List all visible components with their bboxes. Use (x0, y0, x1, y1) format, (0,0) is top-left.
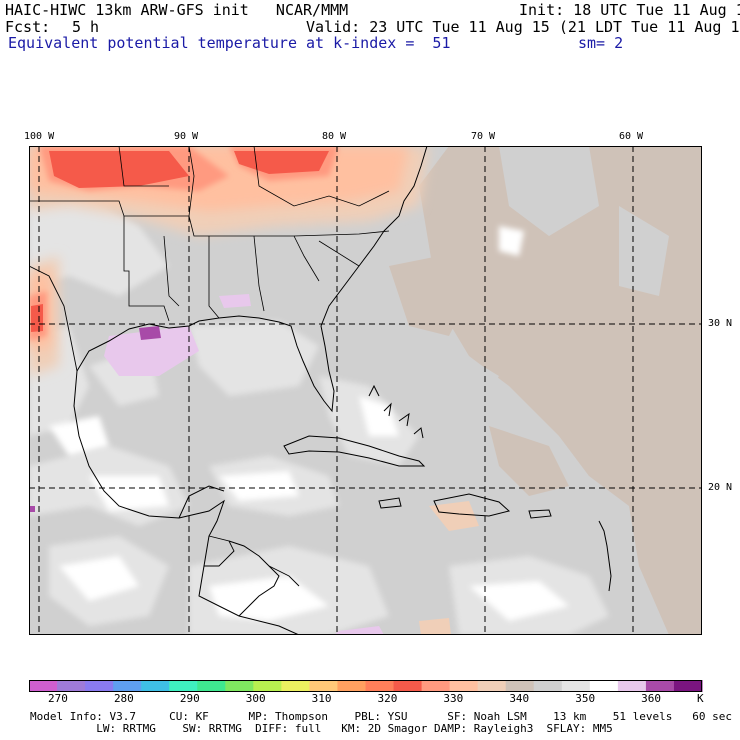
colorbar-cell (533, 680, 563, 692)
map-frame (29, 146, 702, 635)
colorbar-tick-label: 360 (641, 692, 661, 705)
colorbar-cell (477, 680, 507, 692)
contour-365k (104, 294, 384, 635)
colorbar-cell (449, 680, 479, 692)
colorbar-cell (421, 680, 451, 692)
contour-340k-caribbean (419, 501, 479, 635)
colorbar-tick-label: 330 (443, 692, 464, 705)
valid-time: Valid: 23 UTC Tue 11 Aug 15 (21 LDT Tue … (306, 18, 740, 36)
init-time: Init: 18 UTC Tue 11 Aug 15 (519, 1, 740, 19)
lat-lon-grid (29, 146, 702, 635)
colorbar-cell (589, 680, 619, 692)
lon-label-60w: 60 W (619, 131, 644, 142)
theta-e-map (29, 146, 702, 635)
colorbar-cell (673, 680, 703, 692)
smoothing-info: sm= 2 (578, 34, 624, 52)
colorbar-tick-label: 310 (311, 692, 332, 705)
colorbar-cell (337, 680, 366, 692)
colorbar-tick-label: 290 (179, 692, 200, 705)
contour-325k (31, 151, 329, 332)
colorbar-cell (169, 680, 198, 692)
colorbar-cell (141, 680, 170, 692)
lon-label-80w: 80 W (322, 131, 347, 142)
contour-370k (29, 326, 161, 512)
colorbar-cell (29, 680, 58, 692)
colorbar-tick-label: 340 (509, 692, 530, 705)
colorbar-tick-label: 270 (48, 692, 68, 705)
colorbar (29, 680, 703, 692)
colorbar-cell (561, 680, 591, 692)
contour-345k-patches (439, 146, 669, 406)
colorbar-tick-label: 350 (575, 692, 596, 705)
level-info: at k-index = 51 (306, 34, 451, 52)
colorbar-cell (225, 680, 254, 692)
colorbar-cell (309, 680, 338, 692)
colorbar-cell (57, 680, 86, 692)
colorbar-tick-label: 320 (377, 692, 398, 705)
colorbar-cell (197, 680, 226, 692)
colorbar-unit: K (697, 692, 704, 705)
forecast-label: Fcst: (5, 18, 51, 36)
lon-label-100w: 100 W (24, 131, 55, 142)
colorbar-cell (253, 680, 282, 692)
colorbar-cell (393, 680, 423, 692)
plot-title: HAIC-HIWC 13km ARW-GFS init NCAR/MMM (5, 1, 349, 19)
colorbar-cell (113, 680, 142, 692)
field-name: Equivalent potential temperature (8, 34, 297, 52)
colorbar-cell (365, 680, 395, 692)
colorbar-cell (505, 680, 535, 692)
colorbar-cell (85, 680, 114, 692)
lat-label-20n: 20 N (708, 482, 733, 493)
forecast-hour: 5 h (72, 18, 100, 36)
state-borders (29, 146, 390, 322)
colorbar-frame (29, 680, 702, 692)
lon-label-70w: 70 W (471, 131, 496, 142)
lon-label-90w: 90 W (174, 131, 199, 142)
colorbar-tick-label: 300 (245, 692, 266, 705)
coastlines (73, 146, 612, 635)
colorbar-cell (645, 680, 675, 692)
colorbar-cell (617, 680, 647, 692)
model-info-line2: LW: RRTMG SW: RRTMG DIFF: full KM: 2D Sm… (30, 722, 613, 735)
colorbar-cell (281, 680, 310, 692)
colorbar-tick-label: 280 (113, 692, 134, 705)
lat-label-30n: 30 N (708, 318, 733, 329)
model-info-line1: Model Info: V3.7 CU: KF MP: Thompson PBL… (30, 710, 732, 723)
